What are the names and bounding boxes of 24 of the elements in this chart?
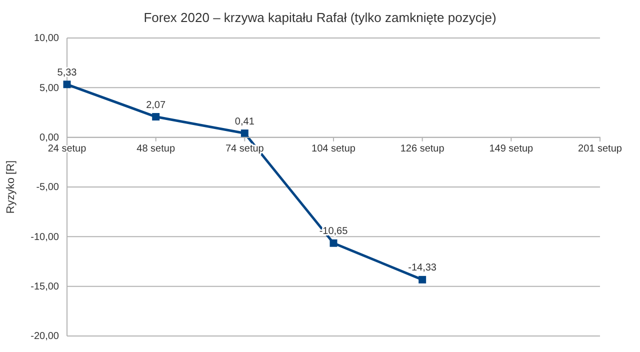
chart-title: Forex 2020 – krzywa kapitału Rafał (tylko zamknięte pozycje) xyxy=(144,10,496,25)
x-tick-label: 24 setup xyxy=(48,143,87,154)
y-tick-label: 10,00 xyxy=(34,33,60,44)
y-tick-label: -15,00 xyxy=(30,282,60,293)
point xyxy=(330,239,338,247)
point xyxy=(418,276,426,284)
data-label: -14,33 xyxy=(408,262,437,274)
x-tick-label: 201 setup xyxy=(578,143,622,154)
point xyxy=(240,130,248,137)
x-tick-label: 149 setup xyxy=(489,143,534,154)
x-tick-label: 48 setup xyxy=(136,143,176,154)
data-label: 0,41 xyxy=(234,116,255,128)
y-tick-label: 5,00 xyxy=(40,82,60,94)
data-label: 5,33 xyxy=(57,67,78,78)
y-tick-label: 0,00 xyxy=(40,132,60,144)
point xyxy=(63,80,71,88)
y-tick-label: -20,00 xyxy=(30,331,60,342)
point xyxy=(152,113,160,121)
y-tick-label: -5,00 xyxy=(36,182,60,194)
y-axis-title: Ryzyko [R] xyxy=(5,160,17,214)
data-label: 2,07 xyxy=(146,100,166,111)
y-tick-label: -10,00 xyxy=(30,232,60,243)
x-tick-label: 104 setup xyxy=(312,143,356,154)
x-tick-label: 126 setup xyxy=(400,143,445,154)
